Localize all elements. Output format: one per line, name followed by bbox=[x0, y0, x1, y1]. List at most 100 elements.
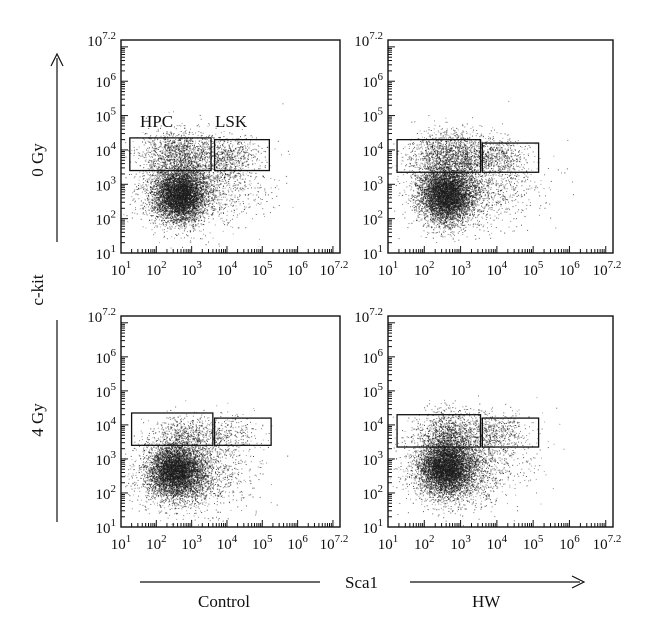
data-point bbox=[150, 190, 151, 191]
data-point bbox=[193, 220, 194, 221]
data-point bbox=[165, 197, 166, 198]
data-point bbox=[164, 172, 165, 173]
data-point bbox=[205, 200, 206, 201]
data-point bbox=[176, 192, 177, 193]
data-point bbox=[163, 175, 164, 176]
data-point bbox=[196, 224, 197, 225]
data-point bbox=[199, 181, 200, 182]
data-point bbox=[165, 226, 166, 227]
data-point bbox=[159, 242, 160, 243]
data-point bbox=[206, 209, 207, 210]
data-point bbox=[218, 216, 219, 217]
data-point bbox=[186, 163, 187, 164]
data-point bbox=[153, 222, 154, 223]
data-point bbox=[144, 188, 145, 189]
data-point bbox=[193, 238, 194, 239]
data-point bbox=[201, 190, 202, 191]
data-point bbox=[189, 165, 190, 166]
data-point bbox=[170, 218, 171, 219]
data-point bbox=[187, 185, 188, 186]
data-point bbox=[194, 212, 195, 213]
data-point bbox=[204, 220, 205, 221]
data-point bbox=[171, 213, 172, 214]
data-point bbox=[175, 226, 176, 227]
data-point bbox=[167, 231, 168, 232]
data-point bbox=[205, 196, 206, 197]
data-point bbox=[197, 212, 198, 213]
data-point bbox=[196, 213, 197, 214]
data-point bbox=[147, 190, 148, 191]
data-point bbox=[220, 192, 221, 193]
data-point bbox=[154, 221, 155, 222]
data-point bbox=[156, 210, 157, 211]
data-point bbox=[187, 218, 188, 219]
data-point bbox=[167, 153, 168, 154]
data-point bbox=[205, 185, 206, 186]
data-point bbox=[134, 191, 135, 192]
data-point bbox=[173, 224, 174, 225]
data-point bbox=[174, 222, 175, 223]
data-point bbox=[145, 171, 146, 172]
data-point bbox=[192, 219, 193, 220]
data-point bbox=[174, 172, 175, 173]
data-point bbox=[193, 231, 194, 232]
data-point bbox=[145, 193, 146, 194]
data-point bbox=[204, 204, 205, 205]
data-point bbox=[203, 215, 204, 216]
data-point bbox=[157, 217, 158, 218]
data-point bbox=[194, 175, 195, 176]
data-point bbox=[207, 213, 208, 214]
data-point bbox=[202, 178, 203, 179]
data-point bbox=[169, 208, 170, 209]
data-point bbox=[168, 212, 169, 213]
data-point bbox=[153, 183, 154, 184]
data-point bbox=[143, 182, 144, 183]
data-point bbox=[208, 199, 209, 200]
data-point bbox=[209, 173, 210, 174]
data-point bbox=[143, 212, 144, 213]
data-point bbox=[164, 229, 165, 230]
data-point bbox=[176, 217, 177, 218]
data-point bbox=[162, 178, 163, 179]
data-point bbox=[145, 210, 146, 211]
data-point bbox=[150, 177, 151, 178]
data-point bbox=[167, 228, 168, 229]
data-point bbox=[199, 208, 200, 209]
data-point bbox=[164, 216, 165, 217]
data-point bbox=[210, 203, 211, 204]
data-point bbox=[150, 187, 151, 188]
data-point bbox=[185, 168, 186, 169]
data-point bbox=[157, 227, 158, 228]
data-point bbox=[180, 227, 181, 228]
data-point bbox=[201, 191, 202, 192]
data-point bbox=[209, 222, 210, 223]
data-point bbox=[165, 192, 166, 193]
data-point bbox=[148, 182, 149, 183]
data-point bbox=[156, 198, 157, 199]
data-point bbox=[153, 223, 154, 224]
data-point bbox=[170, 224, 171, 225]
data-point bbox=[206, 198, 207, 199]
data-point bbox=[213, 205, 214, 206]
data-point bbox=[132, 200, 133, 201]
data-point bbox=[210, 190, 211, 191]
data-point bbox=[201, 224, 202, 225]
data-point bbox=[164, 217, 165, 218]
data-point bbox=[193, 210, 194, 211]
data-point bbox=[162, 177, 163, 178]
data-point bbox=[157, 174, 158, 175]
data-point bbox=[182, 173, 183, 174]
data-point bbox=[155, 223, 156, 224]
data-point bbox=[160, 227, 161, 228]
data-point bbox=[209, 179, 210, 180]
data-point bbox=[159, 177, 160, 178]
data-point bbox=[213, 212, 214, 213]
data-point bbox=[211, 201, 212, 202]
data-point bbox=[151, 194, 152, 195]
data-point bbox=[168, 209, 169, 210]
data-point bbox=[172, 227, 173, 228]
data-point bbox=[145, 180, 146, 181]
data-point bbox=[181, 238, 182, 239]
data-point bbox=[148, 193, 149, 194]
